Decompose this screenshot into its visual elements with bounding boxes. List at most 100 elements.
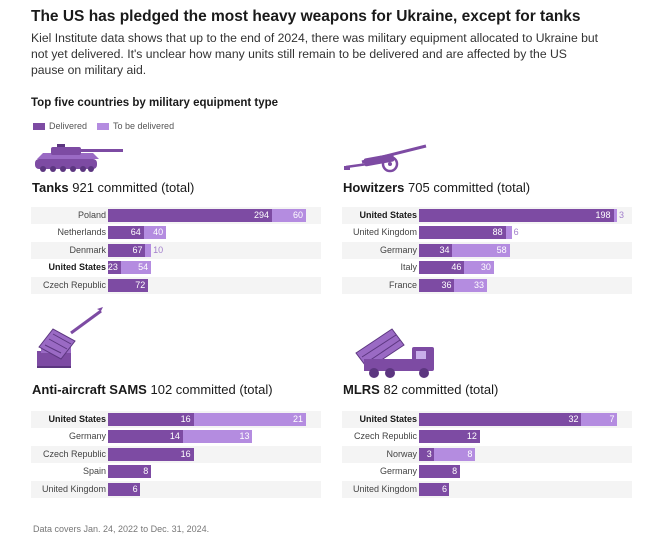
bar-to-be-delivered bbox=[614, 209, 617, 222]
bar-row: United States 16 21 bbox=[31, 411, 321, 428]
value-label-to-be-delivered: 7 bbox=[609, 414, 615, 424]
category-label: United States bbox=[359, 210, 417, 220]
value-label-to-be-delivered: 40 bbox=[153, 227, 164, 238]
bar-row: Netherlands 64 40 bbox=[31, 224, 321, 241]
bar-to-be-delivered bbox=[182, 430, 253, 444]
panel-name: Tanks bbox=[32, 180, 69, 195]
bar-row: France 36 33 bbox=[342, 276, 632, 294]
bar-row: United States 23 54 bbox=[31, 259, 321, 276]
bar-delivered bbox=[419, 430, 480, 444]
category-label: United Kingdom bbox=[352, 483, 417, 494]
bar-row: Germany 8 bbox=[342, 463, 632, 480]
legend-swatch-delivered bbox=[33, 122, 45, 130]
value-label-delivered: 16 bbox=[180, 414, 191, 424]
category-label: Italy bbox=[400, 262, 417, 273]
category-label: Germany bbox=[68, 431, 106, 442]
value-label-delivered: 64 bbox=[130, 227, 141, 238]
value-label-to-be-delivered: 33 bbox=[473, 279, 484, 290]
bar-delivered bbox=[108, 482, 141, 496]
category-label: Spain bbox=[82, 466, 106, 477]
bar-delivered bbox=[108, 261, 121, 275]
bar-row: Norway 3 8 bbox=[342, 445, 632, 463]
value-label-delivered: 8 bbox=[143, 466, 149, 477]
bar-to-be-delivered bbox=[452, 243, 510, 257]
missile-launcher-icon bbox=[37, 307, 103, 368]
bar-row: Spain 8 bbox=[31, 463, 321, 480]
bar-row: United Kingdom 6 bbox=[342, 480, 632, 498]
value-label-to-be-delivered: 30 bbox=[480, 262, 491, 273]
panel-tanks: Tanks 921 committed (total) Poland 294 60 N… bbox=[31, 140, 321, 320]
bar-to-be-delivered bbox=[454, 278, 487, 292]
value-label-to-be-delivered: 60 bbox=[293, 210, 304, 220]
panel-title-mlrs: MLRS 82 committed (total) bbox=[343, 382, 498, 397]
value-label-to-be-delivered: 13 bbox=[239, 431, 250, 442]
value-label-delivered: 14 bbox=[169, 431, 180, 442]
category-label: Germany bbox=[379, 244, 417, 255]
value-label-to-be-delivered: 6 bbox=[513, 227, 519, 238]
bar-row: United Kingdom 88 6 bbox=[342, 224, 632, 241]
panel-anti-aircraft-sams: Anti-aircraft SAMS 102 committed (total)… bbox=[31, 305, 321, 498]
bar-to-be-delivered bbox=[434, 447, 475, 461]
bar-delivered bbox=[419, 243, 453, 257]
bar-delivered bbox=[108, 209, 273, 222]
value-label-delivered: 12 bbox=[466, 431, 477, 442]
bar-delivered bbox=[108, 447, 194, 461]
legend-item-to-be-delivered: To be delivered bbox=[97, 121, 174, 131]
category-label: Czech Republic bbox=[42, 279, 106, 290]
category-label: Czech Republic bbox=[353, 431, 417, 442]
value-label-delivered: 16 bbox=[180, 448, 191, 459]
bar-delivered bbox=[419, 209, 615, 222]
value-label-to-be-delivered: 21 bbox=[293, 414, 304, 424]
bar-to-be-delivered bbox=[581, 413, 617, 426]
bar-delivered bbox=[108, 413, 194, 426]
bar-row: Denmark 67 10 bbox=[31, 241, 321, 259]
bar-row: Italy 46 30 bbox=[342, 259, 632, 276]
value-label-to-be-delivered: 54 bbox=[138, 262, 149, 273]
chart-subtitle: Kiel Institute data shows that up to the… bbox=[31, 31, 599, 77]
value-label-to-be-delivered: 10 bbox=[153, 244, 164, 255]
bar-row: Germany 14 13 bbox=[31, 428, 321, 445]
category-label: United States bbox=[48, 262, 106, 273]
bar-delivered bbox=[108, 278, 149, 292]
panel-committed: 102 committed (total) bbox=[150, 382, 273, 397]
chart-title: The US has pledged the most heavy weapon… bbox=[31, 8, 581, 25]
bar-delivered bbox=[419, 482, 450, 496]
bar-delivered bbox=[419, 278, 455, 292]
bar-delivered bbox=[108, 226, 144, 240]
bar-row: Czech Republic 12 bbox=[342, 428, 632, 445]
panel-title-howitzers: Howitzers 705 committed (total) bbox=[343, 180, 530, 195]
bar-to-be-delivered bbox=[143, 226, 167, 240]
bar-delivered bbox=[419, 261, 465, 275]
legend-swatch-to-be-delivered bbox=[97, 122, 110, 130]
rocket-truck-icon bbox=[355, 328, 434, 378]
value-label-delivered: 32 bbox=[568, 414, 579, 424]
legend-label-delivered: Delivered bbox=[49, 121, 88, 131]
category-label: United States bbox=[359, 414, 417, 424]
bar-row: United States 198 3 bbox=[342, 207, 632, 224]
value-label-delivered: 88 bbox=[492, 227, 503, 238]
bar-to-be-delivered bbox=[464, 261, 494, 275]
value-label-to-be-delivered: 8 bbox=[467, 448, 473, 459]
category-label: Norway bbox=[386, 448, 417, 459]
panel-name: Howitzers bbox=[343, 180, 405, 195]
panel-mlrs: MLRS 82 committed (total) United States 3… bbox=[342, 305, 632, 498]
category-label: Denmark bbox=[69, 244, 106, 255]
tank-icon bbox=[35, 144, 123, 172]
category-label: Czech Republic bbox=[42, 448, 106, 459]
value-label-delivered: 3 bbox=[426, 448, 432, 459]
value-label-delivered: 36 bbox=[441, 279, 452, 290]
bar-to-be-delivered bbox=[120, 261, 152, 275]
value-label-to-be-delivered: 3 bbox=[619, 210, 625, 220]
panel-name: MLRS bbox=[343, 382, 380, 397]
category-label: United States bbox=[48, 414, 106, 424]
value-label-delivered: 46 bbox=[451, 262, 462, 273]
bar-to-be-delivered bbox=[272, 209, 306, 222]
howitzer-icon bbox=[344, 144, 427, 173]
legend: Delivered To be delivered bbox=[33, 121, 184, 131]
value-label-delivered: 34 bbox=[439, 244, 450, 255]
value-label-delivered: 6 bbox=[441, 483, 447, 494]
bar-row: Poland 294 60 bbox=[31, 207, 321, 224]
bar-row: Czech Republic 72 bbox=[31, 276, 321, 294]
panel-howitzers: Howitzers 705 committed (total) United S… bbox=[342, 140, 632, 320]
value-label-to-be-delivered: 58 bbox=[496, 244, 507, 255]
